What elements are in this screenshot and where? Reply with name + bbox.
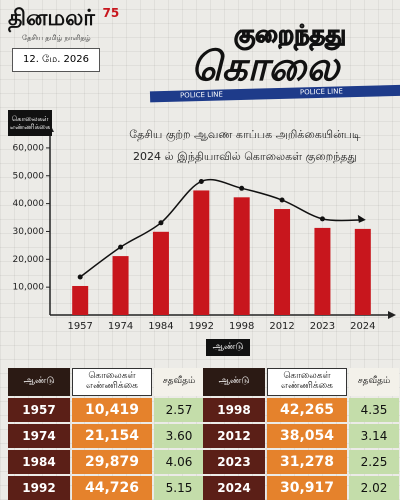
logo-text: தினமலர் bbox=[8, 6, 95, 31]
tape-text: POLICE LINE bbox=[300, 87, 343, 96]
tagline: தேசிய தமிழ் நாளிதழ் bbox=[22, 34, 91, 42]
y-tick-label: 60,000 bbox=[13, 143, 45, 153]
x-tick-label: 1957 bbox=[67, 321, 92, 332]
x-tick-label: 1984 bbox=[148, 321, 173, 332]
y-tick-label: 20,000 bbox=[13, 255, 45, 265]
bar bbox=[193, 190, 210, 315]
table-cell: 2012 bbox=[203, 424, 265, 448]
trend-dot bbox=[198, 178, 204, 184]
chart: POLICE LINE POLICE LINE 10,000 20,000 30,0… bbox=[13, 84, 400, 332]
logo-badge: 75 bbox=[102, 6, 120, 20]
x-tick-label: 1974 bbox=[108, 321, 133, 332]
table-cell: 44,726 bbox=[72, 476, 152, 500]
table-cell: 10,419 bbox=[72, 398, 152, 422]
table-right: ஆண்டு கொலைகள் எண்ணிக்கை சதவீதம் 1998 42,265 4… bbox=[203, 368, 399, 500]
trend-dot bbox=[239, 185, 245, 191]
table-cell: 1984 bbox=[8, 450, 70, 474]
table-cell: 30,917 bbox=[267, 476, 347, 500]
table-header: சதவீதம் bbox=[349, 368, 399, 396]
table-cell: 1957 bbox=[8, 398, 70, 422]
y-tick-label: 10,000 bbox=[13, 283, 45, 293]
title-top: குறைந்தது bbox=[233, 19, 347, 48]
trend-line bbox=[79, 178, 363, 278]
x-tick-label: 1998 bbox=[229, 321, 254, 332]
trend-dot bbox=[158, 220, 164, 226]
table-cell: 21,154 bbox=[72, 424, 152, 448]
y-axis-label: கொலைகள் எண்ணிக்கை bbox=[8, 110, 52, 136]
logo: தினமலர் 75 bbox=[8, 6, 119, 34]
table-cell: 1974 bbox=[8, 424, 70, 448]
table-cell: 3.60 bbox=[154, 424, 204, 448]
bar bbox=[274, 209, 291, 315]
y-tick-label: 50,000 bbox=[13, 171, 45, 181]
trend-arrow bbox=[357, 214, 366, 223]
table-cell: 2024 bbox=[203, 476, 265, 500]
table-cell: 31,278 bbox=[267, 450, 347, 474]
trend-dot bbox=[319, 216, 325, 222]
x-axis-label: ஆண்டு bbox=[206, 339, 250, 356]
table-header: ஆண்டு bbox=[203, 368, 265, 396]
table-cell: 1998 bbox=[203, 398, 265, 422]
table-cell: 2.02 bbox=[349, 476, 399, 500]
chart-subtitle: தேசிய குற்ற ஆவண காப்பக அறிக்கையின்படி 20… bbox=[95, 124, 395, 168]
table-cell: 1992 bbox=[8, 476, 70, 500]
date: 12. மே. 2026 bbox=[12, 48, 100, 72]
table-cell: 2.25 bbox=[349, 450, 399, 474]
subtitle-line: 2024 ல் இந்தியாவில் கொலைகள் குறைந்தது bbox=[133, 150, 357, 163]
trend-dot bbox=[77, 274, 83, 280]
table-header: ஆண்டு bbox=[8, 368, 70, 396]
table-cell: 29,879 bbox=[72, 450, 152, 474]
x-tick-label: 2023 bbox=[310, 321, 335, 332]
table-cell: 2023 bbox=[203, 450, 265, 474]
tape-text: POLICE LINE bbox=[180, 90, 223, 99]
table-cell: 38,054 bbox=[267, 424, 347, 448]
trend-dot bbox=[279, 197, 285, 203]
table-cell: 42,265 bbox=[267, 398, 347, 422]
y-tick-label: 30,000 bbox=[13, 227, 45, 237]
bar bbox=[112, 256, 129, 315]
bar bbox=[354, 228, 371, 315]
subtitle-line: தேசிய குற்ற ஆவண காப்பக அறிக்கையின்படி bbox=[129, 128, 361, 141]
x-tick-label: 2012 bbox=[269, 321, 294, 332]
table-cell: 4.35 bbox=[349, 398, 399, 422]
trend-dot bbox=[118, 244, 124, 250]
x-tick-label: 1992 bbox=[189, 321, 214, 332]
table-cell: 2.57 bbox=[154, 398, 204, 422]
table-cell: 5.15 bbox=[154, 476, 204, 500]
table-cell: 3.14 bbox=[349, 424, 399, 448]
table-cell: 4.06 bbox=[154, 450, 204, 474]
bar bbox=[152, 231, 169, 315]
x-tick-label: 2024 bbox=[350, 321, 375, 332]
table-header: சதவீதம் bbox=[154, 368, 204, 396]
bar bbox=[72, 285, 89, 315]
table-left: ஆண்டு கொலைகள் எண்ணிக்கை சதவீதம் 1957 10,419 2… bbox=[8, 368, 204, 500]
table-header: கொலைகள் எண்ணிக்கை bbox=[72, 368, 152, 396]
bar bbox=[314, 227, 331, 315]
police-tape bbox=[149, 84, 400, 103]
title-main: கொலை bbox=[190, 44, 340, 90]
x-axis-arrow bbox=[388, 311, 396, 319]
y-tick-label: 40,000 bbox=[13, 199, 45, 209]
table-header: கொலைகள் எண்ணிக்கை bbox=[267, 368, 347, 396]
bar bbox=[233, 197, 250, 315]
